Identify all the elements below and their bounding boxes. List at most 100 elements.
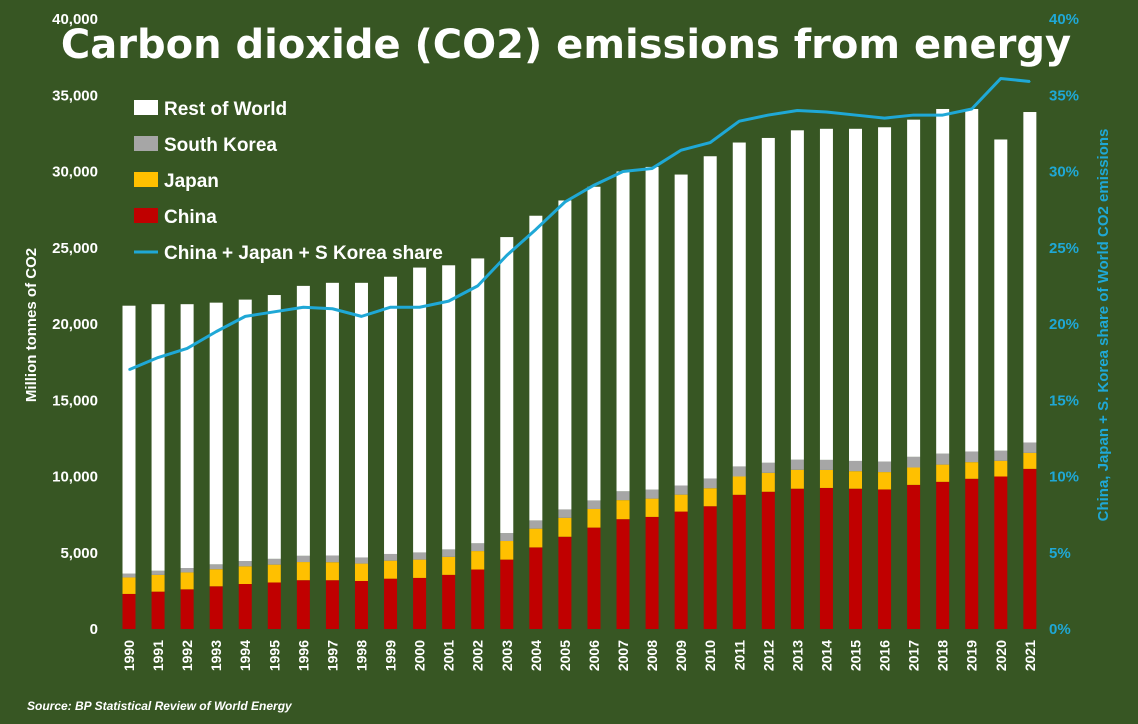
bar-south_korea-2017	[907, 456, 921, 468]
x-tick-label: 2010	[702, 640, 718, 671]
y2-tick-label: 25%	[1049, 240, 1079, 257]
bar-japan-1996	[296, 562, 310, 581]
bar-rest_of_world-1999	[384, 276, 398, 554]
share-point-2006	[593, 184, 595, 187]
bar-south_korea-2013	[790, 459, 804, 470]
share-point-2018	[941, 114, 944, 116]
x-tick-label: 1993	[208, 640, 224, 671]
bar-china-2014	[819, 487, 833, 629]
legend-swatch-japan	[134, 172, 158, 187]
legend-label-china: China	[164, 207, 217, 228]
x-tick-label: 1992	[179, 640, 195, 671]
bar-south_korea-1994	[238, 560, 252, 567]
bar-china-2018	[936, 481, 950, 629]
bar-south_korea-1990	[122, 573, 136, 578]
y-tick-label: 35,000	[52, 87, 98, 104]
share-point-2016	[883, 117, 886, 119]
bar-south_korea-2009	[674, 485, 688, 495]
y2-tick-label: 35%	[1049, 87, 1079, 104]
share-point-2005	[564, 201, 566, 203]
bar-rest_of_world-2011	[732, 142, 746, 467]
bar-rest_of_world-1994	[238, 299, 252, 561]
bar-china-2011	[732, 494, 746, 629]
share-point-2019	[970, 108, 973, 110]
bar-china-1992	[180, 589, 194, 629]
x-tick-label: 2008	[644, 640, 660, 671]
x-tick-label: 1995	[266, 640, 282, 671]
bar-south_korea-2019	[965, 451, 979, 463]
bar-china-2012	[761, 491, 775, 629]
share-point-2015	[854, 114, 857, 116]
bar-rest_of_world-1995	[267, 295, 281, 559]
y2-tick-label: 30%	[1049, 164, 1079, 181]
bar-south_korea-2006	[587, 500, 601, 509]
share-point-1990	[128, 368, 130, 371]
bar-south_korea-2008	[645, 489, 659, 499]
bar-rest_of_world-2007	[616, 171, 630, 492]
bar-south_korea-2018	[936, 453, 950, 465]
bar-china-2005	[558, 536, 572, 629]
bar-japan-1998	[354, 563, 368, 581]
bar-japan-2005	[558, 517, 572, 537]
share-line	[128, 76, 1031, 372]
legend-swatch-rest_of_world	[134, 100, 158, 115]
bar-south_korea-2003	[500, 533, 514, 542]
share-point-2002	[476, 285, 479, 287]
bar-japan-2012	[761, 472, 775, 492]
bar-china-2015	[849, 488, 862, 629]
bar-japan-2007	[616, 500, 630, 520]
share-point-2020	[1000, 77, 1002, 80]
bar-south_korea-1999	[384, 553, 398, 561]
legend-label-rest_of_world: Rest of World	[164, 99, 287, 120]
bar-rest_of_world-2017	[907, 119, 921, 457]
legend-label-south_korea: South Korea	[164, 135, 277, 156]
bar-china-2016	[878, 489, 892, 629]
x-tick-label: 1994	[237, 640, 253, 671]
bar-japan-2009	[674, 494, 688, 512]
bar-south_korea-2016	[878, 461, 892, 473]
y2-tick-label: 5%	[1049, 545, 1071, 562]
bar-japan-2014	[819, 469, 833, 488]
x-tick-label: 1990	[121, 640, 137, 671]
bar-south_korea-1996	[296, 555, 310, 563]
bar-china-2020	[994, 476, 1008, 629]
bars-group	[122, 108, 1037, 630]
bar-rest_of_world-1990	[122, 305, 136, 574]
bar-rest_of_world-2008	[645, 166, 659, 490]
bar-rest_of_world-2001	[442, 265, 456, 550]
x-tick-label: 2012	[760, 640, 776, 671]
legend: Rest of World South Korea Japan China China …	[134, 99, 443, 264]
bar-japan-2017	[907, 467, 921, 485]
bar-japan-2021	[1023, 452, 1037, 469]
x-tick-label: 2014	[818, 640, 834, 671]
bar-south_korea-2005	[558, 509, 572, 518]
bar-rest_of_world-2018	[936, 108, 950, 454]
y-axis-title: Million tonnes of CO2	[23, 248, 40, 402]
bar-japan-2003	[500, 541, 514, 560]
share-point-2013	[796, 109, 799, 112]
bar-china-2001	[442, 574, 456, 629]
x-tick-label: 2018	[935, 640, 951, 671]
share-point-2010	[709, 141, 711, 144]
y-tick-label: 20,000	[52, 316, 98, 333]
share-point-2012	[767, 114, 770, 116]
share-point-2008	[651, 167, 653, 170]
share-point-2007	[622, 170, 624, 173]
x-tick-label: 2009	[673, 640, 689, 671]
tick-labels-group: 0 5,000 10,000 15,000 20,000 25,000 30,000 35,0…	[52, 11, 1079, 671]
bar-china-1990	[122, 593, 136, 629]
bar-rest_of_world-2005	[558, 200, 572, 510]
bar-japan-1999	[384, 560, 398, 579]
bar-china-1997	[325, 580, 339, 629]
bar-china-2021	[1023, 468, 1037, 630]
share-point-1997	[331, 307, 334, 310]
bar-china-2017	[907, 484, 921, 629]
x-tick-label: 2007	[615, 640, 631, 671]
chart-title: Carbon dioxide (CO2) emissions from ener…	[61, 22, 1071, 68]
y-tick-label: 5,000	[60, 545, 98, 562]
bar-china-2010	[703, 506, 717, 629]
bar-rest_of_world-2004	[529, 215, 543, 521]
bar-japan-1993	[209, 569, 223, 587]
bar-south_korea-2002	[471, 543, 485, 552]
